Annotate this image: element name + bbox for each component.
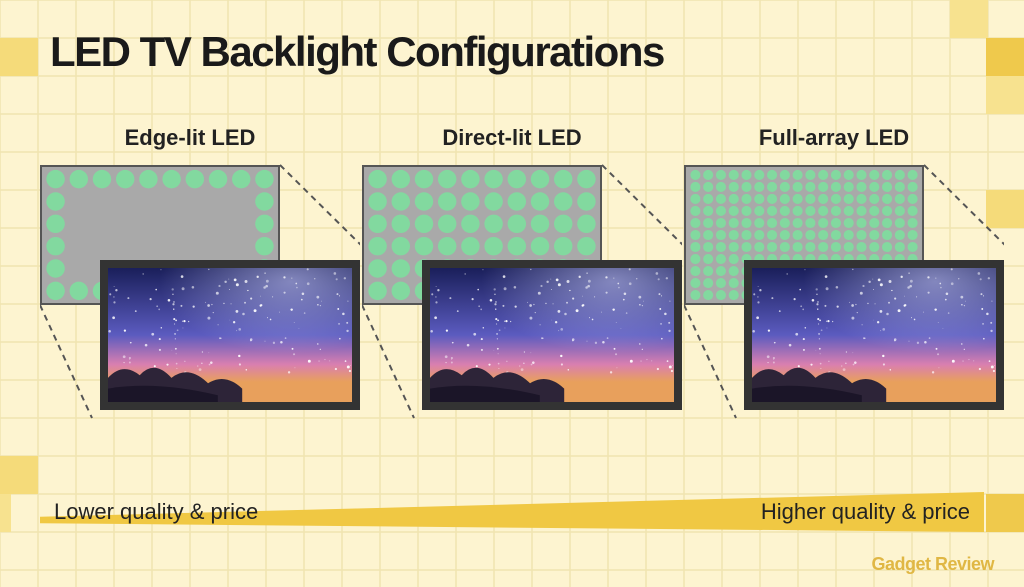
panel-title: Edge-lit LED xyxy=(40,125,340,151)
panel-title: Full-array LED xyxy=(684,125,984,151)
panel-direct-lit: Direct-lit LED xyxy=(362,125,662,445)
panel-title: Direct-lit LED xyxy=(362,125,662,151)
page-title: LED TV Backlight Configurations xyxy=(50,28,664,76)
tv-screen xyxy=(422,260,682,410)
tv-screen xyxy=(744,260,1004,410)
tv-screen xyxy=(100,260,360,410)
night-sky-icon xyxy=(752,268,996,402)
quality-price-spectrum: Lower quality & price Higher quality & p… xyxy=(40,492,984,532)
panels-row: Edge-lit LED Direct-lit LED xyxy=(40,125,984,445)
night-sky-icon xyxy=(430,268,674,402)
panel-full-array: Full-array LED xyxy=(684,125,984,445)
attribution-label: Gadget Review xyxy=(871,554,994,575)
panel-edge-lit: Edge-lit LED xyxy=(40,125,340,445)
spectrum-right-label: Higher quality & price xyxy=(761,499,970,525)
spectrum-left-label: Lower quality & price xyxy=(54,499,258,525)
night-sky-icon xyxy=(108,268,352,402)
